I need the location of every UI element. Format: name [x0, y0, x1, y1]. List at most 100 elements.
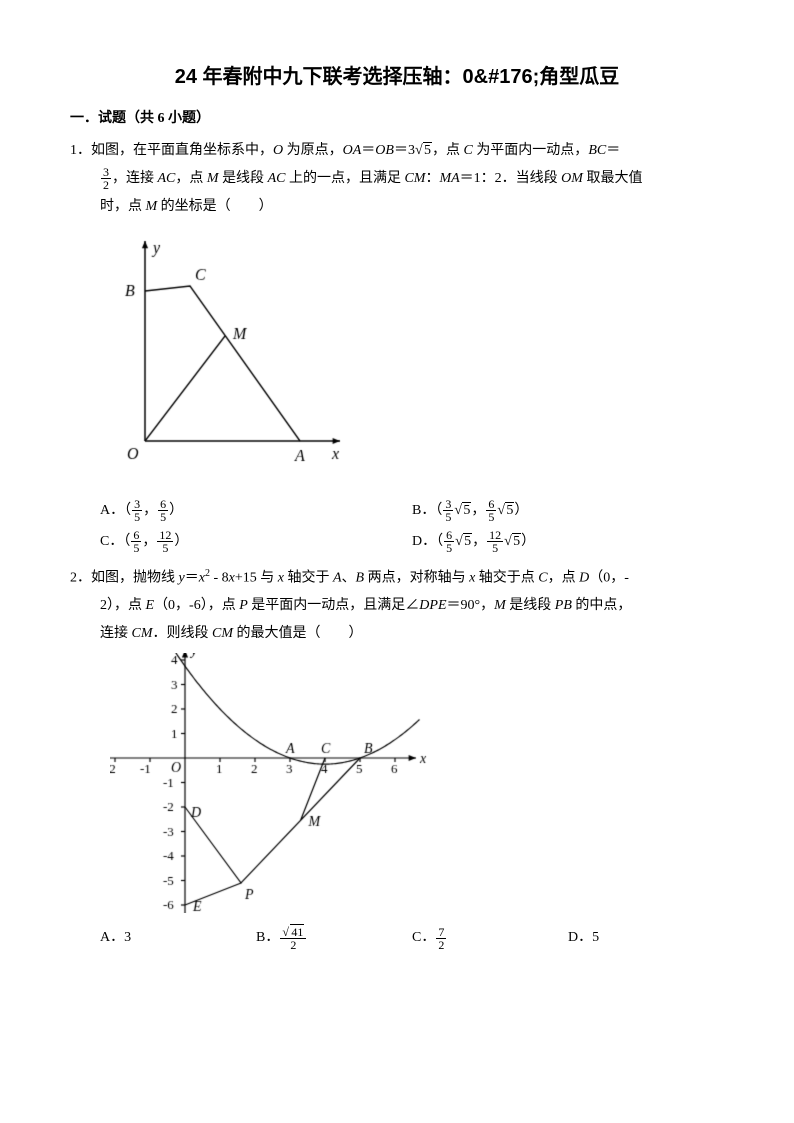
PB: PB	[555, 598, 572, 613]
section-heading: 一．试题（共 6 小题）	[70, 107, 724, 127]
r: ）	[169, 503, 183, 518]
t: 连接	[100, 626, 132, 641]
q1-OA: OA	[343, 143, 362, 158]
q2-opt-b: B．412	[256, 923, 412, 954]
q1-C: C	[463, 143, 472, 158]
figure-2	[110, 653, 724, 918]
m: ，	[472, 534, 486, 549]
t: D．5	[568, 930, 599, 945]
rad: 5	[512, 533, 521, 549]
q2-opt-d: D．5	[568, 923, 724, 954]
r: ）	[521, 534, 535, 549]
q2-num: 2．	[70, 570, 91, 585]
q1-AC: AC	[158, 171, 176, 186]
q1-t: 时，点	[100, 199, 146, 214]
n: 7	[436, 926, 446, 939]
frac: 412	[280, 926, 306, 951]
t: - 8	[210, 570, 229, 585]
q1-t: 上的一点，且满足	[285, 171, 404, 186]
q1-OB: OB	[375, 143, 394, 158]
r: ）	[174, 534, 188, 549]
t: 轴交于点	[475, 570, 538, 585]
t: +15 与	[235, 570, 278, 585]
frac: 72	[436, 926, 446, 951]
figure-1-canvas	[110, 231, 350, 481]
page-title: 24 年春附中九下联考选择压轴：0&#176;角型瓜豆	[70, 60, 724, 89]
t: 是平面内一动点，且满足∠	[248, 598, 420, 613]
CM2: CM	[212, 626, 233, 641]
t: 2），点	[100, 598, 146, 613]
t: 是线段	[506, 598, 555, 613]
d: 5	[131, 542, 141, 554]
sqrt-icon: 41	[282, 926, 304, 938]
q1-t: ，点	[432, 143, 464, 158]
q1-opt-c: C．（65，125）	[100, 527, 412, 558]
t: 两点，对称轴与	[364, 570, 469, 585]
d: 5	[486, 511, 496, 523]
t: （0，-	[589, 570, 629, 585]
t: ，点	[548, 570, 580, 585]
d: 2	[280, 939, 306, 951]
l: B．	[256, 930, 279, 945]
rad: 5	[462, 502, 471, 518]
m: ，	[142, 534, 156, 549]
sqrt-icon: 5	[455, 527, 472, 558]
l: C．	[412, 930, 435, 945]
q1-BC: BC	[588, 143, 606, 158]
frac: 125	[157, 529, 173, 554]
d: 2	[436, 939, 446, 951]
DPE: DPE	[419, 598, 446, 613]
C: C	[538, 570, 547, 585]
E: E	[146, 598, 155, 613]
question-1: 1．如图，在平面直角坐标系中，O 为原点，OA＝OB＝35，点 C 为平面内一动…	[70, 137, 724, 221]
t: ＝	[185, 570, 199, 585]
m: ，	[143, 503, 157, 518]
figure-1	[110, 231, 724, 486]
P: P	[239, 598, 248, 613]
t: A．3	[100, 930, 131, 945]
q1-t: 为平面内一动点，	[473, 143, 589, 158]
q1-num: 1．	[70, 143, 91, 158]
rad: 5	[423, 142, 432, 158]
q1-O: O	[273, 143, 283, 158]
frac: 125	[487, 529, 503, 554]
M: M	[494, 598, 506, 613]
q1-options: A．（35，65） B．（355，655） C．（65，125） D．（655，…	[100, 496, 724, 558]
l: C．（	[100, 534, 130, 549]
d: 5	[158, 511, 168, 523]
n: 41	[280, 926, 306, 939]
l: D．（	[412, 534, 443, 549]
l: B．（	[412, 503, 442, 518]
sqrt-icon: 5	[415, 137, 432, 165]
frac: 65	[444, 529, 454, 554]
q1-MA: MA	[439, 171, 459, 186]
q2-opt-a: A．3	[100, 923, 256, 954]
d: 5	[487, 542, 503, 554]
q1-opt-d: D．（655，1255）	[412, 527, 724, 558]
t: ＝90°，	[447, 598, 495, 613]
t: 、	[342, 570, 356, 585]
sqrt-icon: 5	[497, 496, 514, 527]
m: ，	[471, 503, 485, 518]
sqrt-icon: 5	[504, 527, 521, 558]
d: 5	[444, 542, 454, 554]
q1-t: ，点	[175, 171, 207, 186]
D: D	[579, 570, 589, 585]
rad: 5	[463, 533, 472, 549]
q1-t: ＝3	[394, 143, 415, 158]
q1-opt-b: B．（355，655）	[412, 496, 724, 527]
t: 的最大值是（ ）	[233, 626, 363, 641]
frac: 35	[443, 498, 453, 523]
frac: 65	[158, 498, 168, 523]
t: ．则线段	[153, 626, 213, 641]
frac: 65	[131, 529, 141, 554]
frac: 65	[486, 498, 496, 523]
q1-AC2: AC	[268, 171, 286, 186]
d: 5	[443, 511, 453, 523]
r: ）	[514, 503, 528, 518]
B: B	[356, 570, 365, 585]
rad: 41	[290, 924, 304, 939]
q1-OM: OM	[561, 171, 583, 186]
q1-t: ，连接	[112, 171, 158, 186]
t: 的中点，	[572, 598, 632, 613]
